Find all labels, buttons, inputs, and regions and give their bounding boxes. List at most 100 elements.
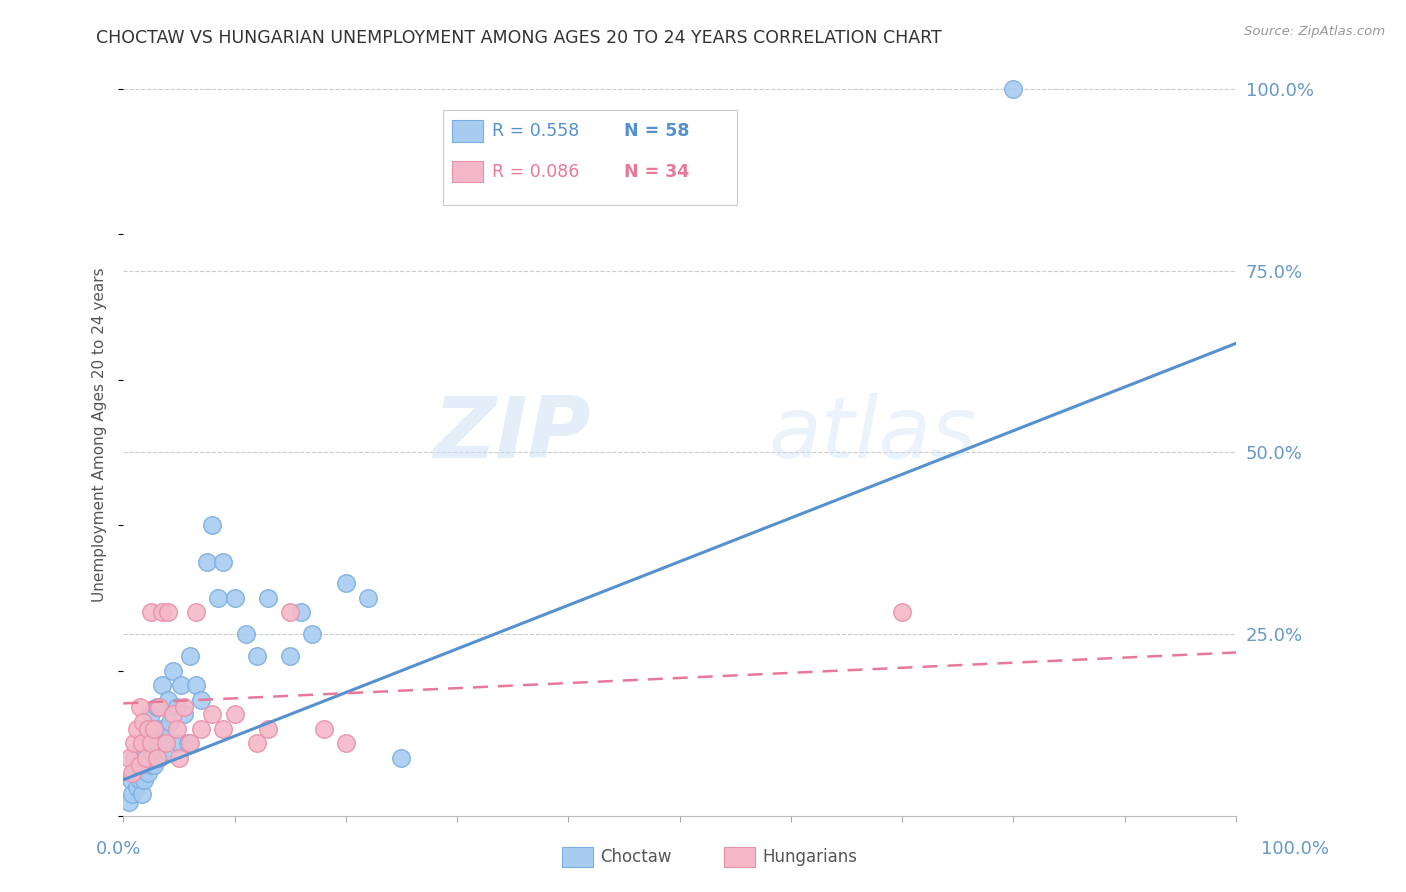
Point (139, 758, 162, 772)
Point (139, 606, 162, 620)
Point (132, 758, 155, 772)
Point (150, 678, 173, 692)
Point (145, 736, 167, 750)
Point (125, 780, 148, 794)
Point (135, 751, 157, 765)
Point (170, 678, 193, 692)
Point (136, 722, 159, 736)
Point (224, 707, 246, 722)
Point (235, 627, 257, 641)
Point (143, 758, 166, 772)
Point (131, 787, 153, 801)
Point (190, 692, 212, 706)
Point (125, 722, 148, 736)
Point (201, 518, 224, 533)
Point (167, 736, 190, 750)
Text: CHOCTAW VS HUNGARIAN UNEMPLOYMENT AMONG AGES 20 TO 24 YEARS CORRELATION CHART: CHOCTAW VS HUNGARIAN UNEMPLOYMENT AMONG … (96, 29, 942, 46)
Point (184, 606, 207, 620)
Point (179, 649, 201, 664)
Point (143, 722, 166, 736)
Point (257, 591, 280, 605)
Point (212, 722, 235, 736)
Point (166, 722, 188, 736)
Point (129, 758, 152, 772)
Point (141, 744, 163, 758)
Point (391, 751, 413, 765)
Text: R = 0.086: R = 0.086 (492, 162, 579, 180)
Point (149, 722, 172, 736)
Point (312, 722, 335, 736)
Point (132, 714, 155, 729)
Point (134, 772, 156, 787)
Text: Source: ZipAtlas.com: Source: ZipAtlas.com (1244, 25, 1385, 38)
Point (155, 722, 177, 736)
Point (246, 736, 269, 750)
FancyBboxPatch shape (443, 110, 738, 205)
Point (120, 772, 142, 787)
Point (124, 765, 146, 780)
Point (156, 744, 179, 758)
FancyBboxPatch shape (451, 161, 482, 182)
FancyBboxPatch shape (451, 120, 482, 142)
Point (136, 765, 159, 780)
Point (148, 751, 170, 765)
Point (190, 722, 212, 736)
Point (201, 707, 224, 722)
Point (335, 736, 357, 750)
Point (135, 751, 157, 765)
Point (145, 700, 167, 714)
Point (173, 700, 195, 714)
Point (156, 692, 179, 706)
Point (246, 649, 269, 664)
Point (891, 606, 914, 620)
Point (129, 772, 152, 787)
Point (278, 606, 301, 620)
Point (139, 707, 162, 722)
Point (207, 591, 229, 605)
Point (257, 722, 280, 736)
Point (121, 765, 143, 780)
Point (129, 765, 152, 780)
Point (179, 736, 201, 750)
Point (136, 736, 159, 750)
Point (357, 591, 380, 605)
Text: N = 34: N = 34 (624, 162, 689, 180)
Text: Hungarians: Hungarians (762, 848, 858, 866)
Text: ZIP: ZIP (433, 392, 591, 475)
Point (159, 714, 181, 729)
Point (167, 751, 190, 765)
Point (1002, 82, 1025, 96)
Point (132, 736, 155, 750)
Point (301, 627, 323, 641)
Point (129, 700, 152, 714)
Point (166, 700, 188, 714)
Point (131, 736, 153, 750)
Text: 100.0%: 100.0% (1261, 840, 1329, 858)
Y-axis label: Unemployment Among Ages 20 to 24 years: Unemployment Among Ages 20 to 24 years (93, 267, 107, 601)
Point (127, 758, 149, 772)
Point (184, 678, 207, 692)
Point (138, 751, 160, 765)
Point (290, 606, 312, 620)
Text: R = 0.558: R = 0.558 (492, 122, 579, 140)
Point (162, 707, 184, 722)
Point (118, 795, 141, 809)
Point (142, 722, 165, 736)
Point (124, 751, 146, 765)
Text: atlas: atlas (769, 392, 977, 475)
Point (145, 751, 167, 765)
Point (212, 555, 235, 569)
Text: 0.0%: 0.0% (96, 840, 141, 858)
Point (156, 606, 179, 620)
Point (335, 576, 357, 591)
Point (278, 649, 301, 664)
Point (150, 736, 173, 750)
Point (124, 736, 146, 750)
Point (121, 787, 143, 801)
Point (177, 736, 200, 750)
Point (150, 606, 173, 620)
Point (139, 736, 162, 750)
Point (173, 707, 195, 722)
Point (135, 722, 157, 736)
Point (195, 555, 218, 569)
